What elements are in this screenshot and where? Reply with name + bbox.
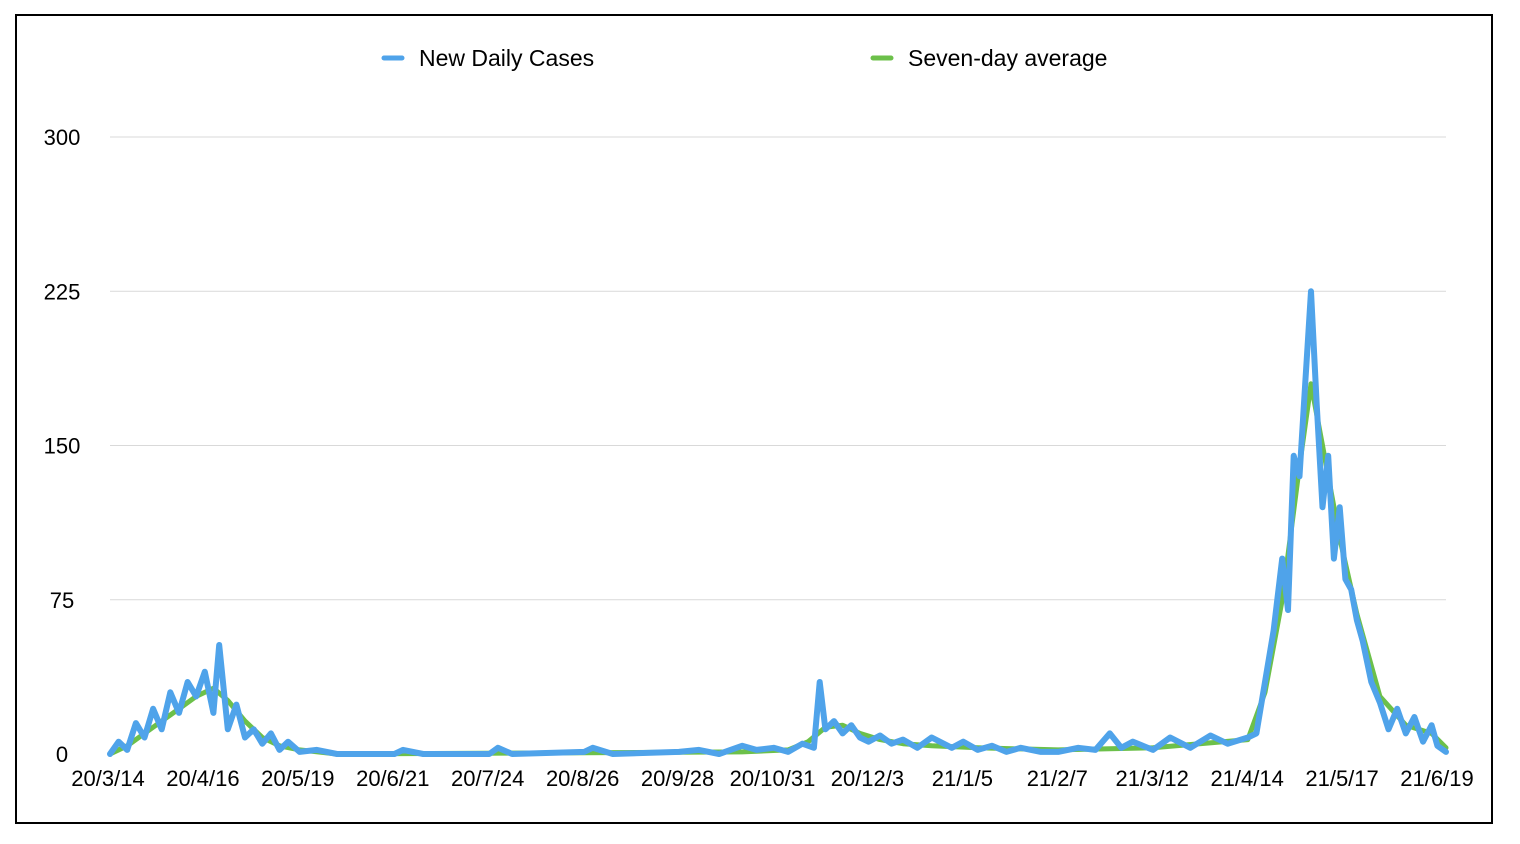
x-tick-label: 21/1/5 — [932, 766, 993, 791]
x-tick-label: 21/2/7 — [1027, 766, 1088, 791]
x-axis-ticks: 20/3/14 20/4/16 20/5/19 20/6/21 20/7/24 20/8/… — [71, 766, 1473, 791]
y-axis-ticks: 0 75 150 225 300 — [44, 125, 81, 767]
x-tick-label: 21/3/12 — [1116, 766, 1189, 791]
x-tick-label: 20/4/16 — [166, 766, 239, 791]
gridlines — [110, 136, 1446, 601]
chart-frame — [15, 14, 1493, 824]
x-tick-label: 20/3/14 — [71, 766, 144, 791]
x-tick-label: 20/9/28 — [641, 766, 714, 791]
series-line-seven-day-average — [107, 381, 1449, 757]
series-line-new-daily-cases — [107, 288, 1449, 757]
y-tick-label: 75 — [50, 588, 74, 613]
x-tick-label: 20/10/31 — [730, 766, 816, 791]
legend-label: New Daily Cases — [419, 45, 594, 71]
y-tick-label: 150 — [44, 434, 81, 459]
x-tick-label: 20/12/3 — [831, 766, 904, 791]
y-tick-label: 300 — [44, 125, 81, 150]
x-tick-label: 20/5/19 — [261, 766, 334, 791]
x-tick-label: 20/7/24 — [451, 766, 524, 791]
y-tick-label: 0 — [56, 742, 68, 767]
legend-label: Seven-day average — [908, 45, 1107, 71]
x-tick-label: 21/5/17 — [1305, 766, 1378, 791]
x-tick-label: 21/4/14 — [1210, 766, 1283, 791]
series-lines — [107, 288, 1449, 757]
legend: New Daily Cases Seven-day average — [381, 45, 1107, 71]
x-tick-label: 21/6/19 — [1400, 766, 1473, 791]
x-tick-label: 20/6/21 — [356, 766, 429, 791]
y-tick-label: 225 — [44, 279, 81, 304]
x-tick-label: 20/8/26 — [546, 766, 619, 791]
